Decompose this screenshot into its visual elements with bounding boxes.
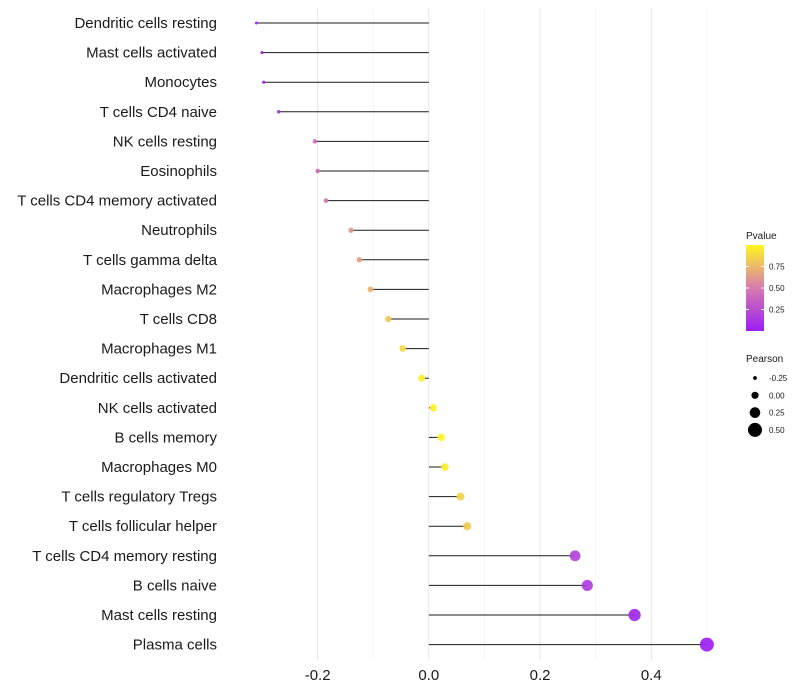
point-3 bbox=[276, 110, 281, 114]
category-label: Monocytes bbox=[144, 74, 217, 91]
category-label: T cells gamma delta bbox=[83, 252, 218, 269]
category-label: T cells regulatory Tregs bbox=[61, 489, 217, 506]
category-label: Mast cells activated bbox=[86, 45, 217, 62]
point-16 bbox=[456, 492, 465, 501]
category-label: B cells memory bbox=[114, 429, 217, 446]
pvalue-legend-label: 0.25 bbox=[769, 306, 785, 315]
pvalue-legend-label: 0.50 bbox=[769, 284, 785, 293]
point-17 bbox=[463, 522, 472, 531]
point-7 bbox=[348, 227, 354, 233]
pearson-legend: Pearson -0.25 0.00 0.25 0.50 bbox=[746, 354, 788, 437]
pearson-legend-dot bbox=[749, 407, 761, 418]
category-label: B cells naive bbox=[133, 577, 217, 594]
pvalue-legend-title: Pvalue bbox=[746, 231, 777, 242]
pearson-legend-title: Pearson bbox=[746, 354, 783, 365]
stick-layer bbox=[256, 22, 707, 646]
point-9 bbox=[367, 286, 374, 293]
pearson-legend-dot bbox=[751, 391, 759, 399]
grid-layer bbox=[317, 8, 708, 660]
category-label: T cells follicular helper bbox=[69, 518, 217, 535]
category-label: Neutrophils bbox=[141, 222, 217, 239]
category-label: NK cells resting bbox=[113, 133, 217, 150]
point-5 bbox=[315, 168, 320, 174]
pearson-legend-label: 0.00 bbox=[769, 391, 785, 400]
point-20 bbox=[628, 608, 641, 622]
pearson-legend-dot bbox=[748, 422, 762, 437]
category-label: Macrophages M1 bbox=[101, 341, 217, 358]
category-labels: Dendritic cells resting Mast cells activa… bbox=[17, 15, 217, 654]
point-6 bbox=[323, 198, 329, 203]
point-8 bbox=[356, 257, 363, 263]
point-2 bbox=[262, 80, 266, 84]
x-tick-label: -0.2 bbox=[305, 667, 331, 684]
point-21 bbox=[699, 637, 714, 652]
point-10 bbox=[385, 315, 392, 323]
point-12 bbox=[418, 374, 426, 382]
pearson-legend-label: -0.25 bbox=[769, 374, 788, 383]
point-0 bbox=[254, 21, 258, 25]
category-label: Eosinophils bbox=[140, 163, 217, 180]
category-label: T cells CD4 memory activated bbox=[17, 193, 217, 210]
x-tick-label: 0.4 bbox=[641, 667, 662, 684]
point-11 bbox=[399, 345, 406, 352]
category-label: Plasma cells bbox=[133, 637, 217, 654]
x-tick-label: 0.0 bbox=[418, 667, 439, 684]
pearson-legend-label: 0.25 bbox=[769, 409, 785, 418]
point-18 bbox=[569, 550, 581, 562]
category-label: Dendritic cells activated bbox=[59, 370, 217, 387]
category-label: Macrophages M2 bbox=[101, 281, 217, 298]
pearson-legend-dot bbox=[753, 376, 757, 380]
pvalue-legend-label: 0.75 bbox=[769, 263, 785, 272]
pvalue-legend: Pvalue 0.75 0.50 0.25 bbox=[746, 231, 785, 331]
point-13 bbox=[429, 404, 437, 412]
category-label: Mast cells resting bbox=[101, 607, 217, 624]
pvalue-colorbar bbox=[746, 245, 764, 331]
category-label: T cells CD4 naive bbox=[100, 104, 217, 121]
x-tick-label: 0.2 bbox=[530, 667, 551, 684]
category-label: T cells CD4 memory resting bbox=[32, 548, 217, 565]
category-label: Macrophages M0 bbox=[101, 459, 217, 476]
point-4 bbox=[312, 139, 318, 144]
pearson-legend-label: 0.50 bbox=[769, 426, 785, 435]
category-label: T cells CD8 bbox=[140, 311, 217, 328]
category-label: NK cells activated bbox=[98, 400, 217, 417]
x-axis-ticks: -0.2 0.0 0.2 0.4 bbox=[305, 667, 662, 684]
point-14 bbox=[437, 433, 445, 442]
point-1 bbox=[260, 51, 264, 55]
category-label: Dendritic cells resting bbox=[74, 15, 217, 32]
point-15 bbox=[441, 463, 449, 471]
point-layer bbox=[254, 21, 714, 652]
point-19 bbox=[581, 579, 593, 591]
